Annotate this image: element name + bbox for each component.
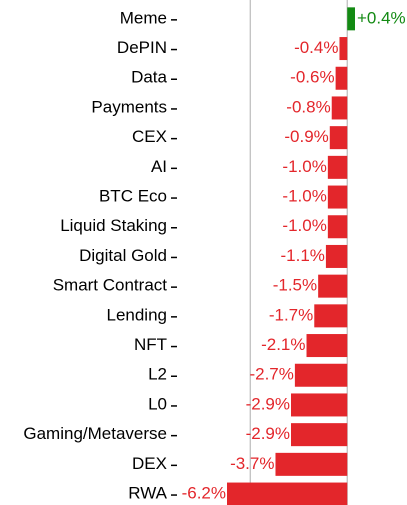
bar — [339, 37, 348, 61]
value-label: -3.7% — [230, 454, 274, 473]
y-tick-label: Meme — [120, 8, 167, 27]
bar — [275, 452, 348, 476]
y-tick-label: Lending — [106, 305, 167, 324]
y-tick-label: DePIN — [117, 38, 167, 57]
value-label: -1.0% — [282, 157, 326, 176]
value-label: -6.2% — [182, 484, 226, 503]
y-tick-label: CEX — [132, 127, 167, 146]
value-label: -1.0% — [282, 216, 326, 235]
bar — [291, 393, 348, 417]
value-label: -2.7% — [249, 365, 293, 384]
value-label: -0.8% — [286, 97, 330, 116]
y-tick-label: Digital Gold — [79, 246, 167, 265]
bar — [327, 155, 348, 179]
y-tick-label: L2 — [148, 365, 167, 384]
bar — [314, 304, 348, 328]
y-tick-label: NFT — [134, 335, 167, 354]
y-tick-label: Data — [131, 68, 167, 87]
bar — [318, 274, 348, 298]
value-label: -1.5% — [273, 276, 317, 295]
bar — [306, 334, 348, 358]
value-label: -1.0% — [282, 187, 326, 206]
y-tick-label: Smart Contract — [53, 276, 168, 295]
bar — [335, 66, 348, 90]
y-tick-label: AI — [151, 157, 167, 176]
y-tick-label: DEX — [132, 454, 167, 473]
bar — [227, 482, 348, 505]
value-label: -1.1% — [280, 246, 324, 265]
bar — [329, 126, 348, 150]
y-tick-label: Gaming/Metaverse — [23, 424, 167, 443]
value-label: -0.4% — [294, 38, 338, 57]
value-label: -2.9% — [246, 424, 290, 443]
value-label: +0.4% — [357, 8, 406, 27]
value-label: -1.7% — [269, 305, 313, 324]
value-label: -0.6% — [290, 68, 334, 87]
bar — [327, 215, 348, 239]
bar — [294, 363, 348, 387]
y-tick-label: BTC Eco — [99, 187, 167, 206]
y-tick-label: Payments — [91, 97, 167, 116]
value-label: -0.9% — [284, 127, 328, 146]
bar — [331, 96, 348, 120]
y-tick-label: L0 — [148, 394, 167, 413]
y-tick-label: RWA — [128, 484, 167, 503]
value-label: -2.1% — [261, 335, 305, 354]
value-label: -2.9% — [246, 394, 290, 413]
bar — [291, 423, 348, 447]
y-tick-label: Liquid Staking — [60, 216, 167, 235]
bar — [325, 244, 348, 268]
bar — [327, 185, 348, 209]
bar — [347, 7, 355, 31]
